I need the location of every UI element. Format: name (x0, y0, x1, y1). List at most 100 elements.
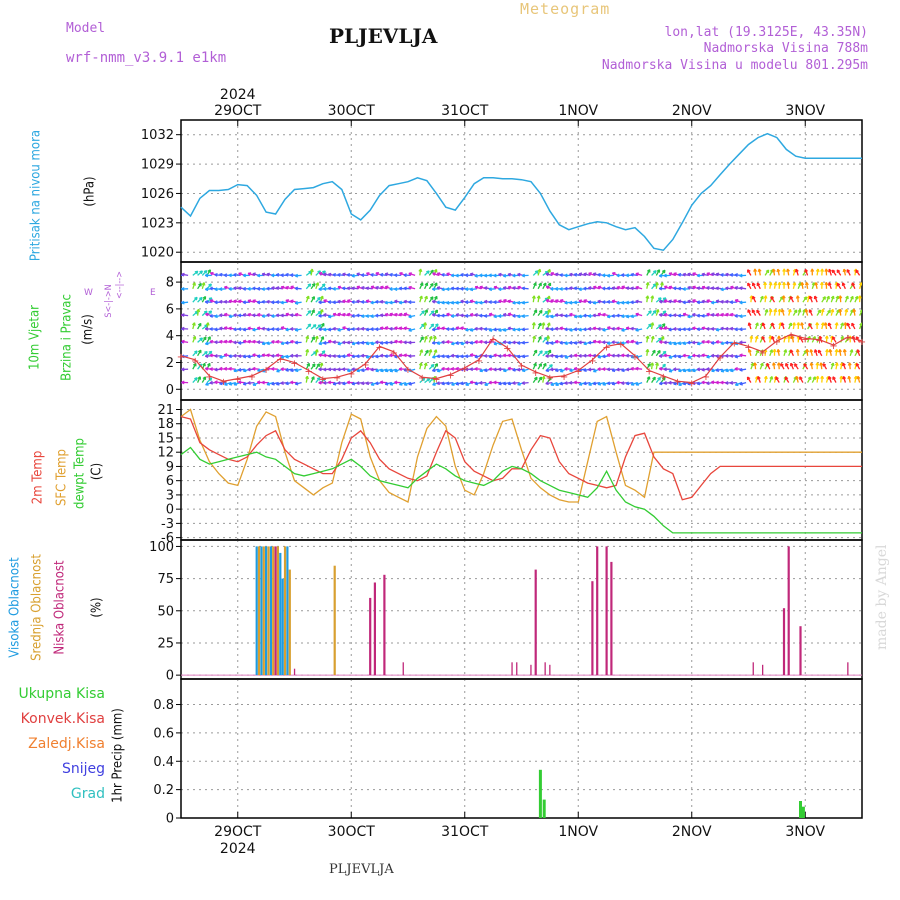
wind-arrow-head (242, 354, 246, 358)
low-cloud-bar (293, 668, 296, 676)
wind-arrow-head (356, 341, 360, 344)
model-elevation-label: Nadmorska Visina u modelu 801.295m (601, 58, 868, 73)
wind-arrow-head (846, 309, 849, 313)
wind-arrow-head (337, 354, 341, 358)
wind-arrow-head (275, 353, 280, 356)
wind-arrow-head (512, 381, 516, 384)
wind-arrow-head (403, 286, 407, 289)
wind-arrow-head (783, 268, 787, 272)
wind-arrow-head (256, 354, 261, 357)
precip-bar (799, 801, 802, 818)
wind-arrow-head (710, 340, 715, 344)
wind-arrow-head (545, 354, 549, 357)
wind-arrow-head (460, 354, 464, 358)
wind-arrow-head (337, 341, 341, 345)
wind-arrow-head (663, 326, 668, 329)
wind-arrow-head (379, 353, 384, 357)
wind-arrow-head (479, 339, 483, 343)
wind-arrow-head (290, 353, 294, 357)
wind-arrow-head (569, 380, 573, 384)
wind-arrow-head (621, 273, 625, 276)
wind-arrow-head (224, 312, 228, 315)
wind-arrow-head (658, 286, 663, 290)
wind-arrow-head (384, 354, 388, 357)
wind-arrow-head (432, 299, 436, 302)
wind-arrow-head (247, 299, 252, 302)
wind-arrow-head (752, 309, 756, 313)
wind-arrow-head (209, 286, 213, 289)
wind-arrow-head (394, 339, 398, 342)
wind-arrow-head (214, 367, 218, 371)
wind-arrow-head (545, 314, 549, 318)
wind-arrow-head (659, 366, 663, 370)
wind-arrow-head (701, 285, 706, 288)
wind-arrow-head (351, 341, 355, 345)
wind-arrow-head (261, 314, 265, 317)
wind-arrow-head (379, 313, 384, 316)
wind-arrow-head (469, 367, 473, 370)
wind-arrow-head (337, 327, 341, 331)
wind-arrow-head (652, 336, 655, 340)
wind-arrow-head (836, 349, 839, 353)
wind-arrow-head (555, 299, 559, 301)
wind-arrow-head (573, 341, 577, 344)
y-tick-label: 1029 (141, 158, 174, 173)
wind-arrow-head (729, 300, 734, 303)
wind-arrow-head (701, 313, 705, 317)
wind-arrow-head (739, 367, 743, 371)
wind-arrow-head (238, 367, 242, 371)
wind-arrow-head (460, 313, 464, 316)
wind-arrow-head (729, 368, 734, 372)
wind-arrow-head (842, 362, 846, 366)
wind-arrow-head (756, 335, 759, 340)
wind-arrow-head (342, 272, 346, 275)
wind-arrow-head (233, 382, 237, 386)
wind-arrow-head (403, 299, 407, 302)
wind-arrow-head (280, 300, 284, 304)
wind-arrow-head (832, 336, 836, 339)
wind-arrow-head (602, 312, 606, 315)
wind-arrow-head (361, 300, 365, 303)
wind-arrow-head (380, 326, 384, 329)
wind-arrow-head (797, 322, 801, 326)
wind-arrow-head (832, 362, 835, 367)
wind-arrow-head (555, 339, 559, 342)
wind-arrow-head (365, 286, 370, 289)
wind-arrow-head (228, 326, 232, 329)
wind-arrow-head (332, 367, 336, 371)
wind-arrow-head (677, 286, 682, 290)
wind-arrow-head (446, 300, 450, 304)
wind-arrow-head (692, 326, 696, 329)
wind-arrow-head (832, 309, 835, 313)
wind-arrow-head (720, 272, 724, 276)
wind-arrow-head (857, 375, 861, 379)
low-cloud-bar (752, 662, 754, 676)
wind-arrow-head (578, 272, 583, 275)
y-tick-label: 15 (157, 431, 174, 446)
wind-speed-marker: + (347, 369, 355, 380)
wind-arrow-head (569, 368, 573, 372)
wind-arrow-head (493, 314, 497, 318)
high-cloud-bar (255, 546, 258, 676)
wind-arrow-head (275, 313, 280, 316)
wind-arrow-head (773, 268, 776, 272)
wind-arrow-head (739, 300, 743, 304)
wind-arrow-head (375, 327, 379, 330)
wind-arrow-head (687, 327, 691, 330)
wind-arrow-head (247, 367, 251, 371)
wind-arrow-head (791, 335, 795, 339)
wind-arrow-head (725, 286, 729, 289)
wind-arrow-head (493, 273, 497, 277)
wind-arrow-head (796, 375, 799, 379)
wind-arrow-head (436, 368, 440, 372)
wind-arrow-head (321, 362, 324, 366)
wind-speed-marker: + (276, 354, 284, 365)
wind-arrow-head (498, 314, 502, 317)
wind-arrow-head (332, 354, 336, 357)
wind-arrow-head (625, 381, 629, 385)
wind-arrow-head (725, 380, 729, 384)
wind-arrow-head (233, 327, 237, 331)
wind-arrow-head (512, 286, 516, 289)
wind-arrow-head (673, 286, 677, 289)
wind-arrow-head (436, 381, 440, 384)
